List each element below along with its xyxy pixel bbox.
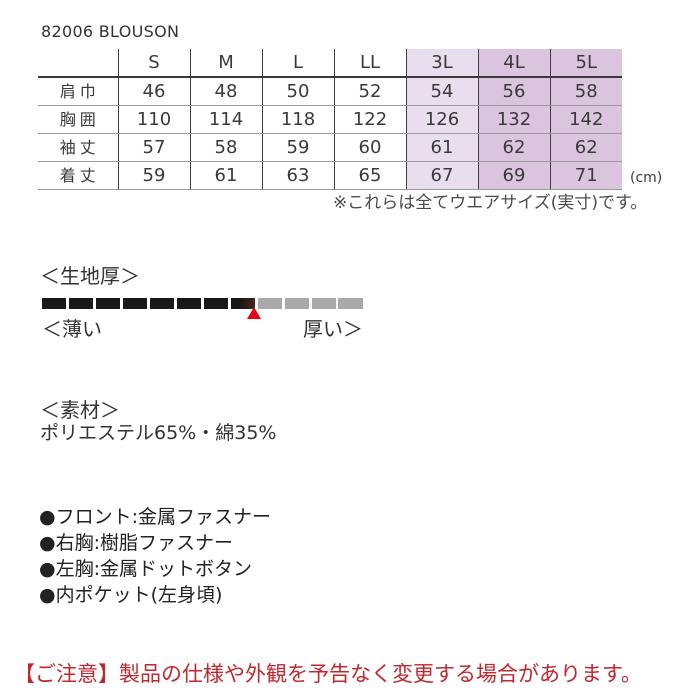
- cell-value: 61: [405, 133, 478, 162]
- cell-value: 132: [477, 105, 550, 134]
- thickness-thick-label: 厚い＞: [303, 317, 363, 341]
- thickness-scale-segment: [338, 298, 363, 309]
- thickness-scale-segment: [149, 298, 175, 309]
- material-heading: ＜素材＞: [40, 398, 120, 422]
- size-column-header-5l: 5L: [549, 49, 622, 78]
- cell-value: 61: [189, 161, 262, 190]
- table-row-chest: 胸囲 110 114 118 122 126 132 142: [38, 105, 622, 134]
- thickness-scale-segment: [122, 298, 148, 309]
- cell-value: 71: [549, 161, 622, 190]
- product-title: 82006 BLOUSON: [41, 22, 180, 41]
- table-row-shoulder-width: 肩巾 46 48 50 52 54 56 58: [38, 77, 622, 106]
- table-row-sleeve-length: 袖丈 57 58 59 60 61 62 62: [38, 133, 622, 162]
- cell-value: 110: [117, 105, 190, 134]
- cell-value: 69: [477, 161, 550, 190]
- cell-value: 60: [333, 133, 406, 162]
- cell-value: 58: [549, 77, 622, 106]
- size-column-header-3l: 3L: [405, 49, 478, 78]
- size-column-header-4l: 4L: [477, 49, 550, 78]
- feature-item-front: ●フロント:金属ファスナー: [39, 506, 271, 528]
- size-column-header-s: S: [117, 49, 190, 78]
- size-column-header-l: L: [261, 49, 334, 78]
- thickness-scale-segment: [203, 298, 229, 309]
- fabric-thickness-gauge: [42, 298, 363, 309]
- cell-value: 142: [549, 105, 622, 134]
- thickness-scale-segment: [176, 298, 202, 309]
- thickness-scale-segment: [230, 298, 256, 309]
- size-note: ※これらは全てウエアサイズ(実寸)です。: [333, 193, 648, 213]
- row-label: 袖丈: [38, 133, 118, 162]
- cell-value: 118: [261, 105, 334, 134]
- cell-value: 63: [261, 161, 334, 190]
- cell-value: 57: [117, 133, 190, 162]
- size-column-header-m: M: [189, 49, 262, 78]
- feature-item-right-chest: ●右胸:樹脂ファスナー: [39, 532, 233, 554]
- size-table-header-row: S M L LL 3L 4L 5L: [38, 49, 622, 78]
- cell-value: 122: [333, 105, 406, 134]
- cell-value: 50: [261, 77, 334, 106]
- cell-value: 52: [333, 77, 406, 106]
- size-column-header-ll: LL: [333, 49, 406, 78]
- row-label: 胸囲: [38, 105, 118, 134]
- cell-value: 58: [189, 133, 262, 162]
- cell-value: 62: [549, 133, 622, 162]
- cell-value: 56: [477, 77, 550, 106]
- row-label: 肩巾: [38, 77, 118, 106]
- material-composition: ポリエステル65%・綿35%: [40, 422, 277, 444]
- thickness-scale-segment: [95, 298, 121, 309]
- cell-value: 54: [405, 77, 478, 106]
- cell-value: 114: [189, 105, 262, 134]
- row-label: 着丈: [38, 161, 118, 190]
- size-table: S M L LL 3L 4L 5L 肩巾 46 48 50 52 54 56 5…: [38, 49, 622, 190]
- cell-value: 67: [405, 161, 478, 190]
- feature-item-left-chest: ●左胸:金属ドットボタン: [39, 558, 252, 580]
- thickness-scale-segment: [68, 298, 94, 309]
- thickness-scale-segment: [257, 298, 283, 309]
- thickness-scale-segment: [284, 298, 310, 309]
- cell-value: 62: [477, 133, 550, 162]
- caution-notice: 【ご注意】製品の仕様や外観を予告なく変更する場合があります。: [14, 662, 642, 686]
- feature-item-inner-pocket: ●内ポケット(左身頃): [39, 584, 223, 606]
- cell-value: 59: [117, 161, 190, 190]
- size-table-corner-cell: [38, 49, 118, 78]
- cell-value: 126: [405, 105, 478, 134]
- table-row-body-length: 着丈 59 61 63 65 67 69 71: [38, 161, 622, 190]
- thickness-scale-segment: [42, 298, 67, 309]
- cell-value: 65: [333, 161, 406, 190]
- feature-list: ●フロント:金属ファスナー ●右胸:樹脂ファスナー ●左胸:金属ドットボタン ●…: [39, 504, 271, 608]
- thickness-scale-labels: ＜薄い 厚い＞: [42, 313, 363, 342]
- fabric-thickness-heading: ＜生地厚＞: [40, 264, 140, 288]
- thickness-scale-segment: [311, 298, 336, 309]
- cell-value: 48: [189, 77, 262, 106]
- unit-label: (cm): [630, 170, 663, 186]
- thickness-marker-icon: [247, 307, 261, 319]
- thickness-thin-label: ＜薄い: [42, 317, 102, 341]
- cell-value: 46: [117, 77, 190, 106]
- cell-value: 59: [261, 133, 334, 162]
